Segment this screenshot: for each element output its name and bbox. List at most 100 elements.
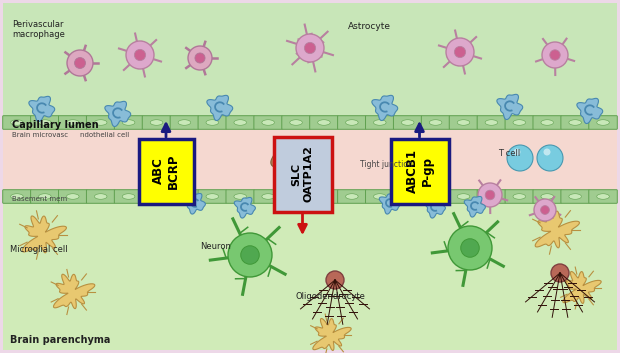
Circle shape — [195, 53, 205, 63]
FancyBboxPatch shape — [477, 190, 506, 203]
FancyBboxPatch shape — [30, 116, 59, 129]
Polygon shape — [184, 193, 205, 214]
Ellipse shape — [11, 120, 23, 125]
Ellipse shape — [401, 194, 414, 199]
Ellipse shape — [345, 120, 358, 125]
Text: Brain parenchyma: Brain parenchyma — [10, 335, 110, 345]
Ellipse shape — [513, 120, 526, 125]
Ellipse shape — [485, 120, 498, 125]
Polygon shape — [271, 140, 299, 168]
Polygon shape — [207, 95, 232, 120]
Circle shape — [550, 50, 560, 60]
FancyBboxPatch shape — [561, 190, 590, 203]
Bar — [3, 3, 617, 118]
FancyBboxPatch shape — [450, 190, 478, 203]
FancyBboxPatch shape — [86, 190, 115, 203]
Ellipse shape — [513, 194, 526, 199]
Ellipse shape — [178, 194, 191, 199]
FancyBboxPatch shape — [138, 138, 193, 203]
FancyBboxPatch shape — [561, 116, 590, 129]
Text: Neuron: Neuron — [200, 242, 231, 251]
FancyBboxPatch shape — [273, 137, 332, 211]
FancyBboxPatch shape — [338, 116, 366, 129]
Ellipse shape — [206, 120, 219, 125]
FancyBboxPatch shape — [142, 116, 171, 129]
Circle shape — [74, 58, 86, 68]
Ellipse shape — [38, 120, 51, 125]
Text: Astrocyte: Astrocyte — [348, 22, 391, 31]
Circle shape — [296, 34, 324, 62]
Circle shape — [513, 149, 521, 156]
Ellipse shape — [150, 194, 163, 199]
Ellipse shape — [290, 120, 303, 125]
Ellipse shape — [178, 120, 191, 125]
FancyBboxPatch shape — [58, 190, 87, 203]
Circle shape — [551, 264, 569, 282]
Ellipse shape — [234, 194, 247, 199]
Circle shape — [541, 205, 549, 214]
Circle shape — [228, 233, 272, 277]
FancyBboxPatch shape — [505, 190, 534, 203]
FancyBboxPatch shape — [254, 116, 282, 129]
Polygon shape — [372, 95, 397, 120]
Circle shape — [478, 183, 502, 207]
Ellipse shape — [262, 194, 275, 199]
Circle shape — [507, 145, 533, 171]
FancyBboxPatch shape — [310, 190, 338, 203]
Ellipse shape — [345, 194, 358, 199]
FancyBboxPatch shape — [58, 116, 87, 129]
FancyBboxPatch shape — [114, 116, 143, 129]
Ellipse shape — [569, 194, 582, 199]
Text: Brain microvasc: Brain microvasc — [12, 132, 68, 138]
Polygon shape — [424, 197, 445, 218]
FancyBboxPatch shape — [310, 116, 338, 129]
Ellipse shape — [262, 120, 275, 125]
Polygon shape — [234, 197, 255, 218]
Circle shape — [542, 42, 568, 68]
Circle shape — [537, 145, 563, 171]
FancyBboxPatch shape — [450, 116, 478, 129]
Polygon shape — [563, 271, 601, 304]
Ellipse shape — [122, 194, 135, 199]
Circle shape — [485, 190, 495, 200]
FancyBboxPatch shape — [198, 116, 226, 129]
Ellipse shape — [429, 120, 442, 125]
Ellipse shape — [38, 194, 51, 199]
Circle shape — [326, 271, 344, 289]
FancyBboxPatch shape — [338, 190, 366, 203]
FancyBboxPatch shape — [589, 190, 618, 203]
Ellipse shape — [66, 194, 79, 199]
Ellipse shape — [66, 120, 79, 125]
Ellipse shape — [541, 194, 554, 199]
Ellipse shape — [206, 194, 219, 199]
Text: Perivascular
macrophage: Perivascular macrophage — [12, 20, 65, 40]
FancyBboxPatch shape — [170, 116, 198, 129]
FancyBboxPatch shape — [282, 116, 310, 129]
Ellipse shape — [11, 194, 23, 199]
Polygon shape — [105, 101, 131, 126]
Circle shape — [446, 38, 474, 66]
Circle shape — [241, 246, 259, 264]
FancyBboxPatch shape — [86, 116, 115, 129]
Circle shape — [448, 226, 492, 270]
Circle shape — [534, 199, 556, 221]
Ellipse shape — [290, 194, 303, 199]
Text: Tight junction: Tight junction — [360, 160, 413, 169]
Text: ABC
BCRP: ABC BCRP — [152, 153, 180, 189]
Ellipse shape — [569, 120, 582, 125]
Ellipse shape — [401, 120, 414, 125]
Ellipse shape — [429, 194, 442, 199]
FancyBboxPatch shape — [477, 116, 506, 129]
FancyBboxPatch shape — [226, 190, 254, 203]
FancyBboxPatch shape — [2, 190, 31, 203]
Polygon shape — [535, 211, 580, 248]
Ellipse shape — [94, 120, 107, 125]
FancyBboxPatch shape — [170, 190, 198, 203]
Ellipse shape — [457, 120, 470, 125]
FancyBboxPatch shape — [391, 138, 448, 203]
Text: Mo: Mo — [302, 151, 314, 161]
Text: T cell: T cell — [498, 149, 520, 157]
Ellipse shape — [373, 120, 386, 125]
FancyBboxPatch shape — [422, 116, 450, 129]
Circle shape — [304, 42, 316, 54]
